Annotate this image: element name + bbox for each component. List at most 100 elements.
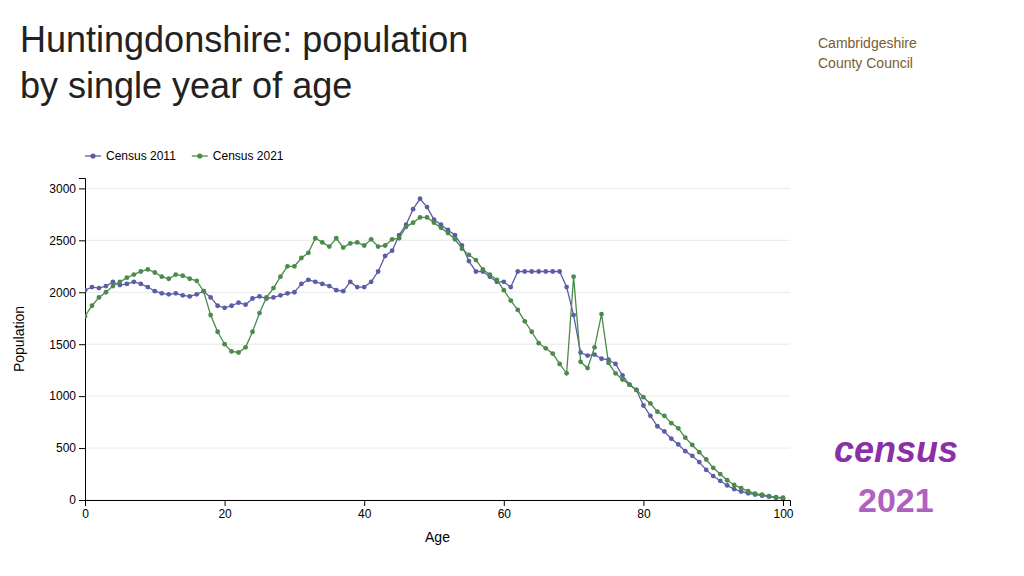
series-point	[418, 196, 423, 201]
series-point	[655, 409, 660, 414]
series-point	[97, 295, 102, 300]
series-point	[467, 259, 472, 264]
series-point	[271, 286, 276, 291]
series-point	[564, 371, 569, 376]
y-tick-mark	[79, 396, 85, 397]
series-point	[613, 362, 618, 367]
series-point	[627, 382, 632, 387]
series-point	[550, 269, 555, 274]
series-point	[229, 303, 234, 308]
series-point	[543, 269, 548, 274]
plot-area	[85, 196, 785, 500]
series-point	[229, 349, 234, 354]
series-point	[362, 243, 367, 248]
x-tick-label: 40	[358, 507, 372, 521]
series-point	[348, 241, 353, 246]
x-tick-label: 20	[218, 507, 232, 521]
series-point	[411, 220, 416, 225]
series-point	[599, 356, 604, 361]
x-axis-title: Age	[425, 529, 450, 545]
series-point	[222, 305, 227, 310]
series-point	[173, 272, 178, 277]
series-point	[131, 272, 136, 277]
series-point	[425, 205, 430, 210]
series-point	[557, 362, 562, 367]
series-point	[313, 236, 318, 241]
x-tick-mark	[225, 500, 226, 506]
x-tick-label: 60	[498, 507, 512, 521]
legend: Census 2011Census 2021	[85, 149, 284, 163]
series-point	[362, 285, 367, 290]
series-point	[90, 285, 95, 290]
annotation: Cambridgeshire	[818, 35, 917, 51]
legend-label: Census 2021	[213, 149, 284, 163]
series-point	[243, 345, 248, 350]
series-point	[264, 295, 269, 300]
series-point	[187, 276, 192, 281]
y-tick-label: 1000	[49, 389, 76, 403]
series-point	[439, 225, 444, 230]
series-point	[320, 240, 325, 245]
x-tick-mark	[643, 500, 644, 506]
series-point	[732, 483, 737, 488]
y-tick: 500	[56, 441, 85, 455]
series-point	[292, 264, 297, 269]
y-tick-label: 500	[56, 441, 76, 455]
series-point	[334, 288, 339, 293]
series-point	[711, 474, 716, 479]
series-point	[397, 236, 402, 241]
series-point	[620, 377, 625, 382]
series-point	[306, 277, 311, 282]
series-point	[194, 278, 199, 283]
series-point	[697, 460, 702, 465]
series-point	[774, 495, 779, 500]
series-point	[257, 294, 262, 299]
series-point	[313, 279, 318, 284]
series-point	[571, 313, 576, 318]
series-point	[536, 341, 541, 346]
series-point	[704, 457, 709, 462]
series-point	[124, 275, 129, 280]
series-point	[725, 478, 730, 483]
series-point	[292, 290, 297, 295]
series-point	[494, 277, 499, 282]
series-point	[529, 269, 534, 274]
y-tick: 1000	[49, 389, 85, 403]
y-tick-mark	[79, 344, 85, 345]
series-point	[208, 313, 213, 318]
series-point	[585, 366, 590, 371]
series-line	[85, 199, 783, 498]
series-point	[453, 237, 458, 242]
series-point	[369, 237, 374, 242]
series-point	[355, 240, 360, 245]
x-tick-label: 80	[637, 507, 651, 521]
series-point	[222, 342, 227, 347]
series-point	[327, 244, 332, 249]
series-point	[641, 395, 646, 400]
series-point	[543, 346, 548, 351]
series-point	[781, 495, 786, 500]
series-point	[236, 300, 241, 305]
series-point	[208, 295, 213, 300]
series-point	[85, 314, 87, 319]
series-point	[250, 329, 255, 334]
series-point	[718, 478, 723, 483]
series-point	[334, 236, 339, 241]
series-point	[662, 429, 667, 434]
series-point	[522, 269, 527, 274]
series-point	[662, 413, 667, 418]
series-point	[641, 403, 646, 408]
series-point	[571, 274, 576, 279]
series-point	[536, 269, 541, 274]
series-point	[285, 264, 290, 269]
series-point	[138, 282, 143, 287]
series-point	[187, 294, 192, 299]
series-point	[753, 491, 758, 496]
grid-line	[85, 292, 790, 293]
series-point	[508, 285, 513, 290]
series-point	[550, 351, 555, 356]
y-tick: 2000	[49, 286, 85, 300]
y-tick: 0	[69, 493, 85, 507]
x-axis-line	[86, 501, 791, 507]
series-point	[774, 495, 779, 500]
